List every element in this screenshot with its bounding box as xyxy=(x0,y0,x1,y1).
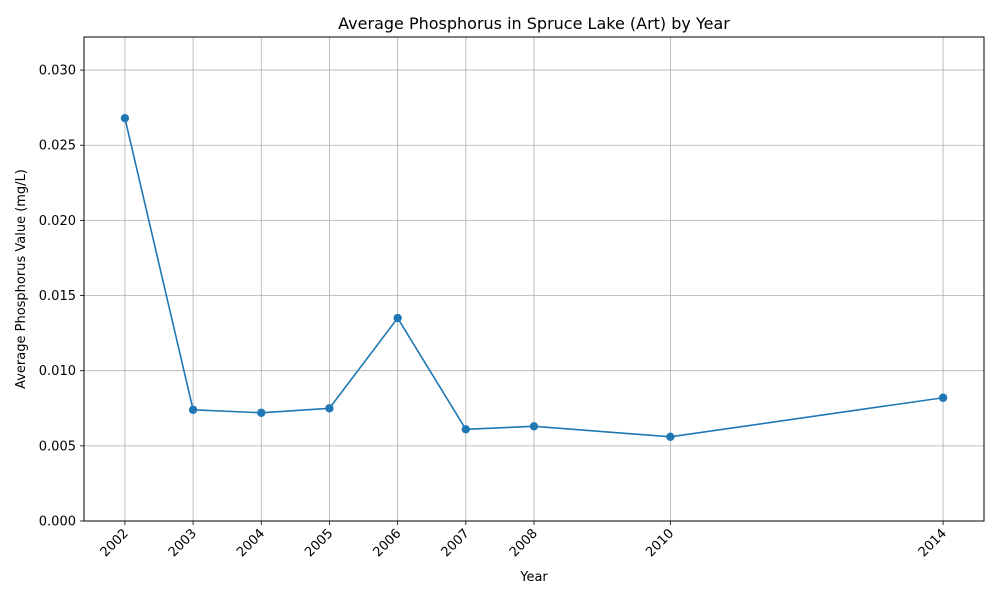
data-point xyxy=(120,113,130,123)
data-point xyxy=(461,425,471,434)
data-point xyxy=(257,408,266,417)
data-point xyxy=(529,422,539,431)
chart-title: Average Phosphorus in Spruce Lake (Art) … xyxy=(338,14,730,33)
y-tick-label: 0.000 xyxy=(39,515,76,530)
y-axis: 0.000 0.005 0.010 0.015 0.020 0.025 0.030 xyxy=(39,64,84,530)
data-point xyxy=(938,393,948,402)
y-tick-label: 0.005 xyxy=(39,439,76,454)
data-point xyxy=(188,405,198,414)
y-tick-label: 0.015 xyxy=(39,289,76,304)
y-tick-label: 0.030 xyxy=(39,64,76,79)
y-axis-title: Average Phosphorus Value (mg/L) xyxy=(14,169,29,389)
x-axis-title: Year xyxy=(519,570,548,585)
series-layer xyxy=(120,113,948,442)
grid xyxy=(84,37,984,522)
data-point xyxy=(666,432,675,442)
data-point xyxy=(393,313,402,323)
y-tick-label: 0.025 xyxy=(39,139,76,154)
y-tick-label: 0.020 xyxy=(39,214,76,229)
data-point xyxy=(325,404,334,413)
y-tick-label: 0.010 xyxy=(39,364,76,379)
